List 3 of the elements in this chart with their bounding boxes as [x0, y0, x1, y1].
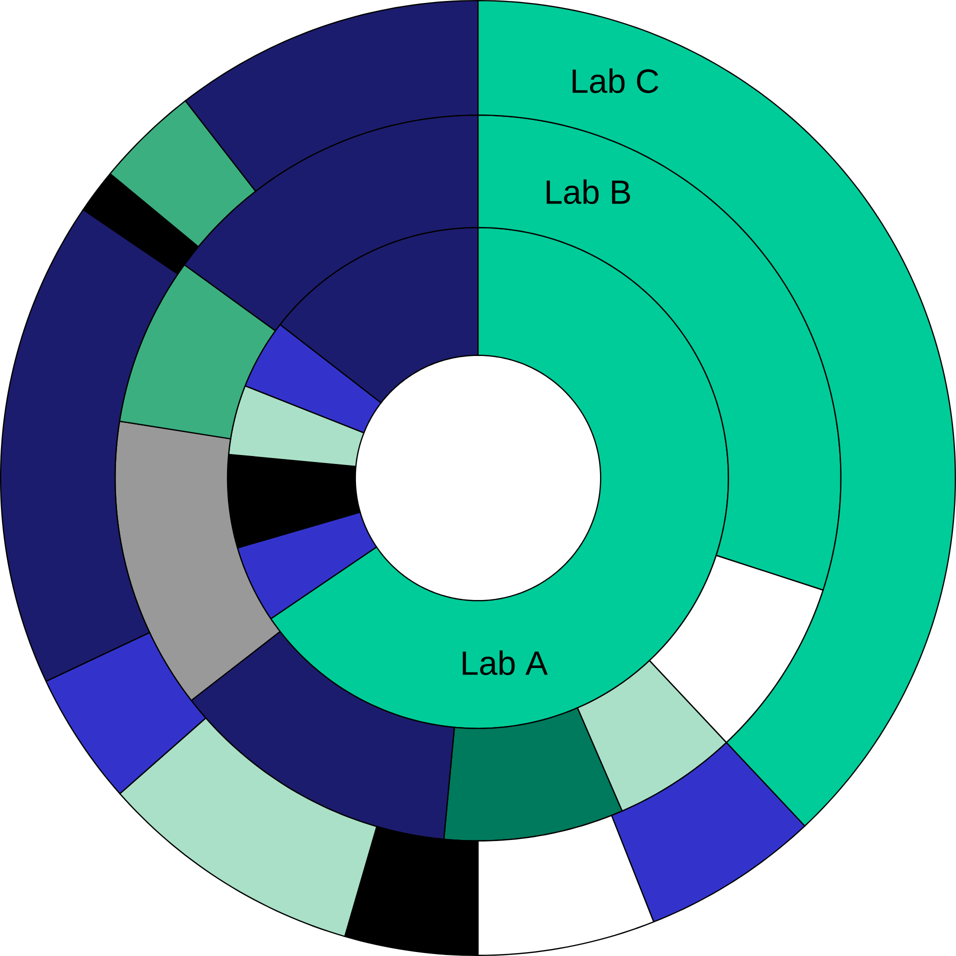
text: Lab C — [572, 68, 658, 94]
text: Lab A — [462, 650, 548, 676]
text: Lab B — [546, 179, 630, 204]
